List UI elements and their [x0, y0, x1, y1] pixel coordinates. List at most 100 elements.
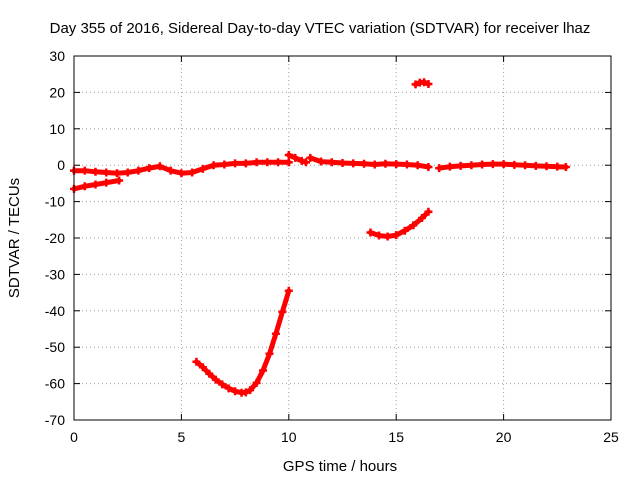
data-point: [91, 180, 100, 189]
y-tick-label: -10: [45, 194, 65, 210]
x-tick-label: 5: [178, 429, 186, 445]
data-point: [413, 161, 422, 170]
data-point: [478, 160, 487, 169]
data-point: [370, 160, 379, 169]
data-point: [411, 80, 420, 89]
data-point: [327, 158, 336, 167]
x-axis-label: GPS time / hours: [283, 458, 397, 475]
data-point: [291, 153, 300, 162]
axis-ticks: 0 5 10 15 20 25 -70 -60 -50 -40 -30 -20 -10 0 10 20 30: [45, 48, 619, 445]
data-point: [383, 232, 392, 241]
data-point: [188, 168, 197, 177]
series-band-step: [284, 151, 310, 167]
y-tick-label: -60: [45, 376, 65, 392]
data-point: [259, 366, 268, 375]
x-tick-label: 0: [70, 429, 78, 445]
data-point: [211, 375, 220, 384]
data-point: [102, 178, 111, 187]
data-point: [499, 160, 508, 169]
data-point: [102, 168, 111, 177]
x-tick-label: 20: [496, 429, 512, 445]
series-arc-midday: [366, 207, 433, 241]
y-tick-label: 20: [49, 84, 65, 100]
data-point: [205, 369, 214, 378]
data-point: [317, 157, 326, 166]
y-tick-label: 0: [57, 157, 65, 173]
data-point: [271, 329, 280, 338]
data-point: [467, 161, 476, 170]
data-point: [278, 307, 287, 316]
data-point: [218, 380, 227, 389]
data-point: [192, 357, 201, 366]
data-point: [80, 182, 89, 191]
data-point: [123, 168, 132, 177]
data-point: [510, 160, 519, 169]
data-point: [80, 166, 89, 175]
x-tick-label: 25: [603, 429, 619, 445]
series-short-high: [411, 78, 433, 89]
data-point: [349, 159, 358, 168]
data-point: [231, 387, 240, 396]
data-point: [381, 159, 390, 168]
data-point: [456, 161, 465, 170]
y-tick-label: -20: [45, 230, 65, 246]
y-tick-label: -70: [45, 412, 65, 428]
data-point: [417, 213, 426, 222]
data-point: [112, 169, 121, 178]
data-point: [392, 231, 401, 240]
data-point: [115, 176, 124, 185]
data-point: [402, 160, 411, 169]
data-point: [424, 207, 433, 216]
data-point: [241, 388, 250, 397]
data-point: [375, 231, 384, 240]
data-point: [155, 162, 164, 171]
data-point: [301, 158, 310, 167]
data-point: [231, 159, 240, 168]
data-point: [424, 163, 433, 172]
data-point: [209, 161, 218, 170]
data-point: [263, 158, 272, 167]
data-point: [265, 349, 274, 358]
chart-title: Day 355 of 2016, Sidereal Day-to-day VTE…: [50, 20, 591, 37]
data-point: [224, 384, 233, 393]
data-point: [424, 80, 433, 89]
plot-frame: [73, 55, 612, 421]
y-tick-label: -30: [45, 266, 65, 282]
data-point: [338, 159, 347, 168]
data-point: [359, 159, 368, 168]
x-tick-label: 10: [281, 429, 297, 445]
data-point: [297, 156, 306, 165]
data-point: [553, 162, 562, 171]
data-point: [445, 162, 454, 171]
data-point: [392, 160, 401, 169]
data-point: [306, 153, 315, 162]
data-point: [521, 161, 530, 170]
data-point: [220, 160, 229, 169]
data-point: [274, 158, 283, 167]
data-point: [166, 166, 175, 175]
y-tick-label: 30: [49, 48, 65, 64]
series-band-evening: [435, 160, 570, 173]
data-point: [400, 226, 409, 235]
data-point: [284, 286, 293, 295]
data-point: [198, 164, 207, 173]
data-point: [531, 161, 540, 170]
data-point: [284, 158, 293, 167]
data-series: [70, 78, 570, 397]
data-point: [134, 166, 143, 175]
data-point: [542, 162, 551, 171]
series-band-main-late: [306, 153, 433, 172]
series-arc-deep: [192, 286, 293, 397]
data-point: [488, 160, 497, 169]
data-point: [91, 167, 100, 176]
data-point: [246, 386, 255, 395]
data-point: [177, 169, 186, 178]
y-tick-label: 10: [49, 121, 65, 137]
data-point: [435, 164, 444, 173]
data-point: [420, 78, 429, 87]
x-tick-label: 15: [388, 429, 404, 445]
data-point: [252, 378, 261, 387]
data-point: [241, 159, 250, 168]
